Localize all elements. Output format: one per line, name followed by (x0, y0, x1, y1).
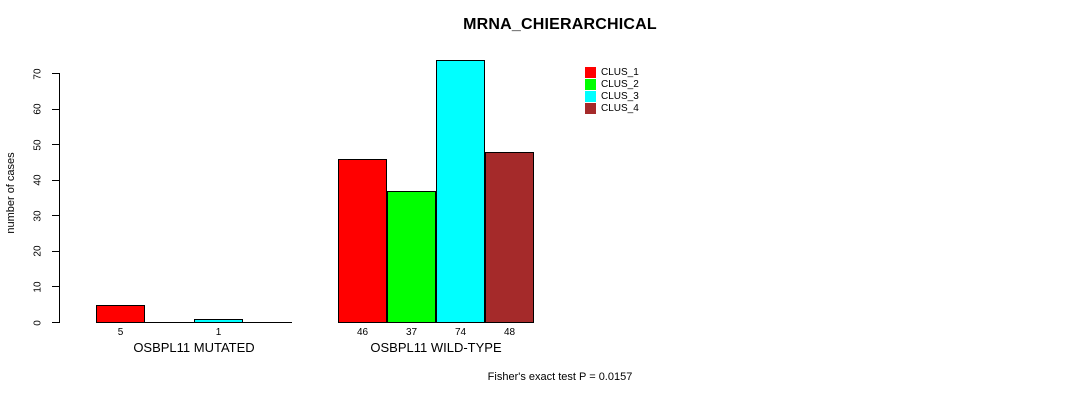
legend-swatch (585, 90, 596, 102)
y-tick-label: 0 (32, 319, 44, 326)
y-tick (52, 179, 59, 181)
bar-value-label: 37 (405, 327, 418, 338)
group-label: OSBPL11 WILD-TYPE (370, 340, 502, 355)
bar-value-label: 46 (356, 327, 369, 338)
legend-label: CLUS_4 (601, 102, 639, 114)
y-tick (52, 215, 59, 217)
y-tick (52, 108, 59, 110)
y-axis-line (59, 73, 60, 323)
y-tick-label: 70 (32, 67, 44, 80)
legend-label: CLUS_1 (601, 66, 639, 78)
legend-item: CLUS_3 (585, 90, 639, 102)
bar-clus_4-2 (485, 152, 534, 323)
y-tick-label: 40 (32, 174, 44, 186)
bar-value-label: 1 (215, 327, 222, 338)
group-label: OSBPL11 MUTATED (133, 340, 255, 355)
legend: CLUS_1 CLUS_2 CLUS_3 CLUS_4 (585, 66, 639, 114)
y-tick-label: 20 (32, 245, 44, 257)
bar-clus_1-2 (338, 159, 387, 323)
legend-swatch (585, 66, 596, 78)
bar-value-label: 5 (117, 327, 124, 338)
legend-label: CLUS_2 (601, 78, 639, 90)
legend-item: CLUS_1 (585, 66, 639, 78)
bar-value-label: 48 (503, 327, 516, 338)
y-tick-label: 30 (32, 210, 44, 222)
legend-label: CLUS_3 (601, 90, 639, 102)
legend-swatch (585, 78, 596, 90)
chart-title: MRNA_CHIERARCHICAL (463, 16, 657, 33)
y-axis-label: number of cases (5, 152, 17, 234)
legend-item: CLUS_4 (585, 102, 639, 114)
y-tick-label: 50 (32, 139, 44, 151)
y-tick (52, 144, 59, 146)
bar-clus_1-1 (96, 305, 145, 323)
y-tick-label: 10 (32, 281, 44, 293)
bar-clus_3-1 (194, 319, 243, 323)
y-tick (52, 322, 59, 323)
y-tick (52, 286, 59, 288)
y-tick (52, 250, 59, 252)
legend-swatch (585, 102, 596, 114)
bar-clus_3-2 (436, 60, 485, 323)
bar-value-label: 74 (454, 327, 467, 338)
bar-clus_2-2 (387, 191, 436, 323)
legend-item: CLUS_2 (585, 78, 639, 90)
y-tick-label: 60 (32, 103, 44, 115)
fisher-test-footnote: Fisher's exact test P = 0.0157 (487, 371, 633, 383)
y-tick (52, 73, 59, 74)
